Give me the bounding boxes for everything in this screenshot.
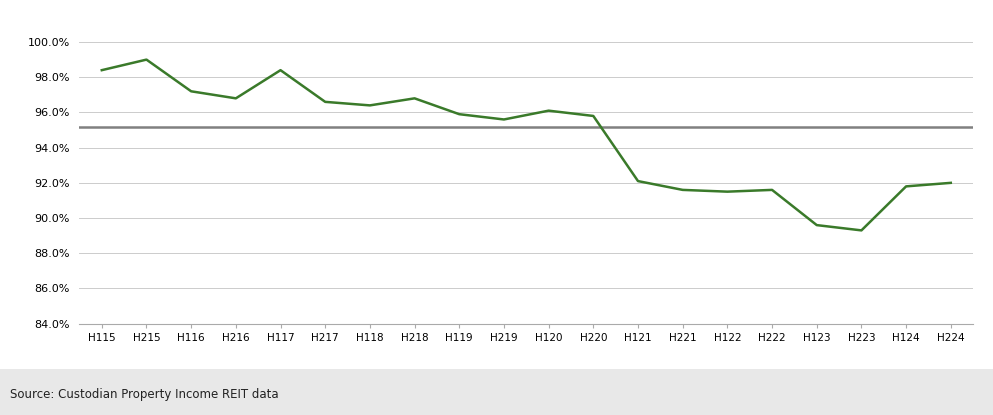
Legend: EPRA vacancy, Average: EPRA vacancy, Average	[391, 405, 661, 415]
Text: Source: Custodian Property Income REIT data: Source: Custodian Property Income REIT d…	[10, 388, 279, 401]
